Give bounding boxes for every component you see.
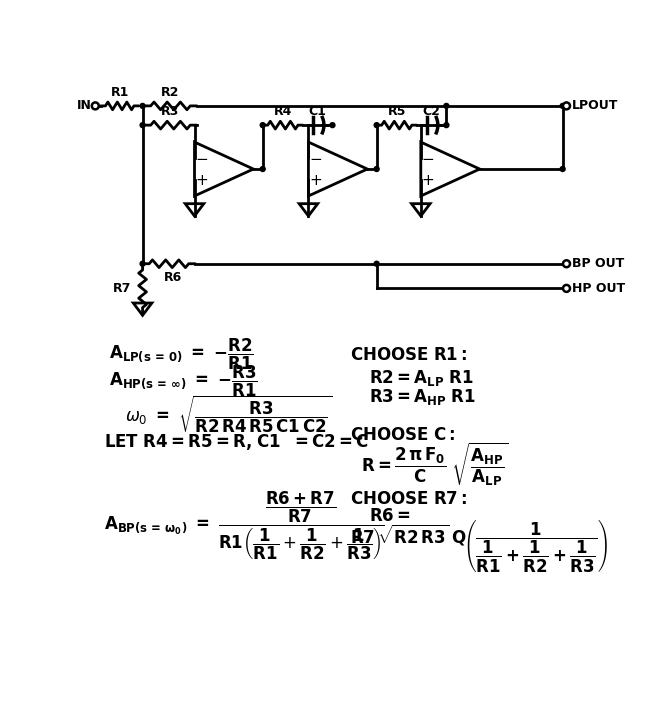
Text: R7: R7 <box>114 282 131 295</box>
Circle shape <box>260 167 265 172</box>
Circle shape <box>140 261 145 266</box>
Circle shape <box>92 103 99 109</box>
Circle shape <box>444 123 449 128</box>
Text: IN: IN <box>77 100 91 113</box>
Circle shape <box>560 103 565 108</box>
Circle shape <box>563 285 570 292</box>
Circle shape <box>374 167 379 172</box>
Text: C2: C2 <box>422 105 441 118</box>
Text: $+$: $+$ <box>309 173 322 188</box>
Text: $\mathbf{R2 = A_{LP}\ R1}$: $\mathbf{R2 = A_{LP}\ R1}$ <box>369 367 474 388</box>
Text: C1: C1 <box>309 105 327 118</box>
Text: $\mathbf{CHOOSE\ R7:}$: $\mathbf{CHOOSE\ R7:}$ <box>350 490 467 508</box>
Text: $-$: $-$ <box>195 150 208 165</box>
Circle shape <box>140 103 145 108</box>
Text: $-$: $-$ <box>421 150 434 165</box>
Text: $\boldsymbol{\omega_0}\ \mathbf{=}\ \sqrt{\dfrac{\mathbf{R3}}{\mathbf{R2\,R4\,R5: $\boldsymbol{\omega_0}\ \mathbf{=}\ \sqr… <box>125 393 332 435</box>
Circle shape <box>563 260 570 267</box>
Circle shape <box>140 123 145 128</box>
Text: R5: R5 <box>388 105 406 118</box>
Text: $+$: $+$ <box>421 173 434 188</box>
Text: R1: R1 <box>110 86 129 99</box>
Text: $\mathbf{A_{LP(s\,=\,0)}}\ \mathbf{=}\ \mathbf{-}\dfrac{\mathbf{R2}}{\mathbf{R1}: $\mathbf{A_{LP(s\,=\,0)}}\ \mathbf{=}\ \… <box>109 337 254 373</box>
Circle shape <box>444 103 449 108</box>
Text: $\mathbf{A_{HP(s\,=\,\infty)}}\ \mathbf{=}\ \mathbf{-}\dfrac{\mathbf{R3}}{\mathb: $\mathbf{A_{HP(s\,=\,\infty)}}\ \mathbf{… <box>109 364 258 399</box>
Text: $\mathbf{R = \dfrac{2\,\pi\,F_0}{C}\ \sqrt{\dfrac{A_{HP}}{A_{LP}}}}$: $\mathbf{R = \dfrac{2\,\pi\,F_0}{C}\ \sq… <box>361 440 509 487</box>
Text: R6: R6 <box>164 271 182 284</box>
Text: $\mathbf{R3 = A_{HP}\ R1}$: $\mathbf{R3 = A_{HP}\ R1}$ <box>369 387 476 407</box>
Text: $\mathbf{A_{BP(s\,=\,\omega_0)}}\ \mathbf{=}\ \dfrac{\dfrac{\mathbf{R6+R7}}{\mat: $\mathbf{A_{BP(s\,=\,\omega_0)}}\ \mathb… <box>104 490 384 562</box>
Circle shape <box>563 103 570 109</box>
Text: $\mathbf{R6 =}$: $\mathbf{R6 =}$ <box>369 508 411 526</box>
Text: R2: R2 <box>161 86 179 99</box>
Text: $\mathbf{CHOOSE\ C:}$: $\mathbf{CHOOSE\ C:}$ <box>350 427 455 445</box>
Circle shape <box>260 123 265 128</box>
Circle shape <box>330 123 335 128</box>
Text: BP OUT: BP OUT <box>572 257 624 270</box>
Circle shape <box>374 123 379 128</box>
Text: $+$: $+$ <box>195 173 208 188</box>
Text: R4: R4 <box>274 105 292 118</box>
Text: $\mathbf{R7\,\sqrt{R2\,R3}\;Q\!\left(\dfrac{1}{\dfrac{1}{R1}+\dfrac{1}{R2}+\dfra: $\mathbf{R7\,\sqrt{R2\,R3}\;Q\!\left(\df… <box>350 518 608 573</box>
Text: $\mathbf{CHOOSE\ R1:}$: $\mathbf{CHOOSE\ R1:}$ <box>350 346 467 364</box>
Text: $-$: $-$ <box>309 150 322 165</box>
Circle shape <box>374 261 379 266</box>
Text: LPOUT: LPOUT <box>572 100 618 113</box>
Text: $\mathbf{LET\ R4 = R5 = R{,}\ C1\ \ = C2 = C}$: $\mathbf{LET\ R4 = R5 = R{,}\ C1\ \ = C2… <box>104 432 369 453</box>
Circle shape <box>560 167 565 172</box>
Text: R3: R3 <box>162 105 179 118</box>
Text: HP OUT: HP OUT <box>572 282 625 295</box>
